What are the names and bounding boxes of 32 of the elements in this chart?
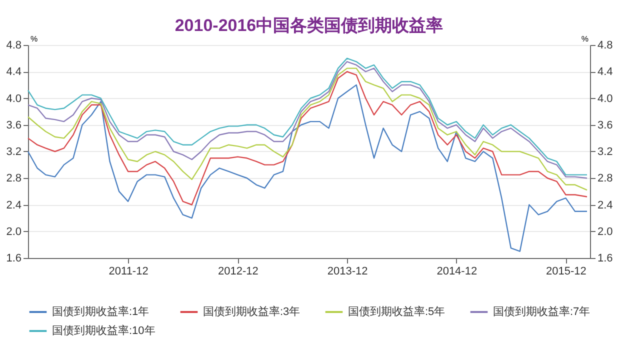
y2-tick-label: 2.8	[598, 172, 613, 185]
y-tick-label: 3.6	[6, 119, 22, 132]
y-tick-label: 4.4	[6, 66, 22, 78]
y2-axis-title: %	[581, 34, 588, 44]
y2-tick-label: 4.4	[598, 66, 613, 78]
y-tick-label: 2.4	[6, 199, 22, 212]
legend-label: 国债到期收益率:3年	[203, 305, 300, 318]
legend-label: 国债到期收益率:7年	[493, 305, 590, 318]
chart-title: 2010-2016中国各类国债到期收益率	[174, 16, 444, 35]
legend-label: 国债到期收益率:10年	[52, 324, 156, 337]
y2-tick-label: 3.2	[598, 146, 613, 158]
y-tick-label: 4.0	[6, 92, 22, 105]
x-tick-label: 2013-12	[327, 266, 368, 278]
x-tick-label: 2012-12	[218, 266, 258, 278]
y-tick-label: 1.6	[6, 252, 22, 264]
y2-tick-label: 3.6	[598, 119, 613, 132]
y2-tick-label: 4.8	[598, 40, 613, 52]
x-tick-label: 2014-12	[436, 266, 478, 278]
y2-tick-label: 4.0	[598, 92, 613, 105]
line-series	[27, 84, 588, 252]
y-tick-label: 4.8	[6, 40, 22, 52]
y-axis-title: %	[30, 34, 38, 44]
y-tick-label: 2.8	[6, 172, 22, 185]
y-tick-label: 2.0	[6, 226, 22, 238]
legend-label: 国债到期收益率:1年	[52, 305, 150, 318]
y2-tick-label: 1.6	[598, 252, 613, 264]
legend-label: 国债到期收益率:5年	[348, 305, 446, 318]
y2-tick-label: 2.0	[598, 226, 613, 238]
x-tick-label: 2011-12	[108, 266, 148, 278]
y2-tick-label: 2.4	[598, 199, 613, 212]
x-tick-label: 2015-12	[546, 266, 586, 278]
y-tick-label: 3.2	[6, 146, 22, 158]
